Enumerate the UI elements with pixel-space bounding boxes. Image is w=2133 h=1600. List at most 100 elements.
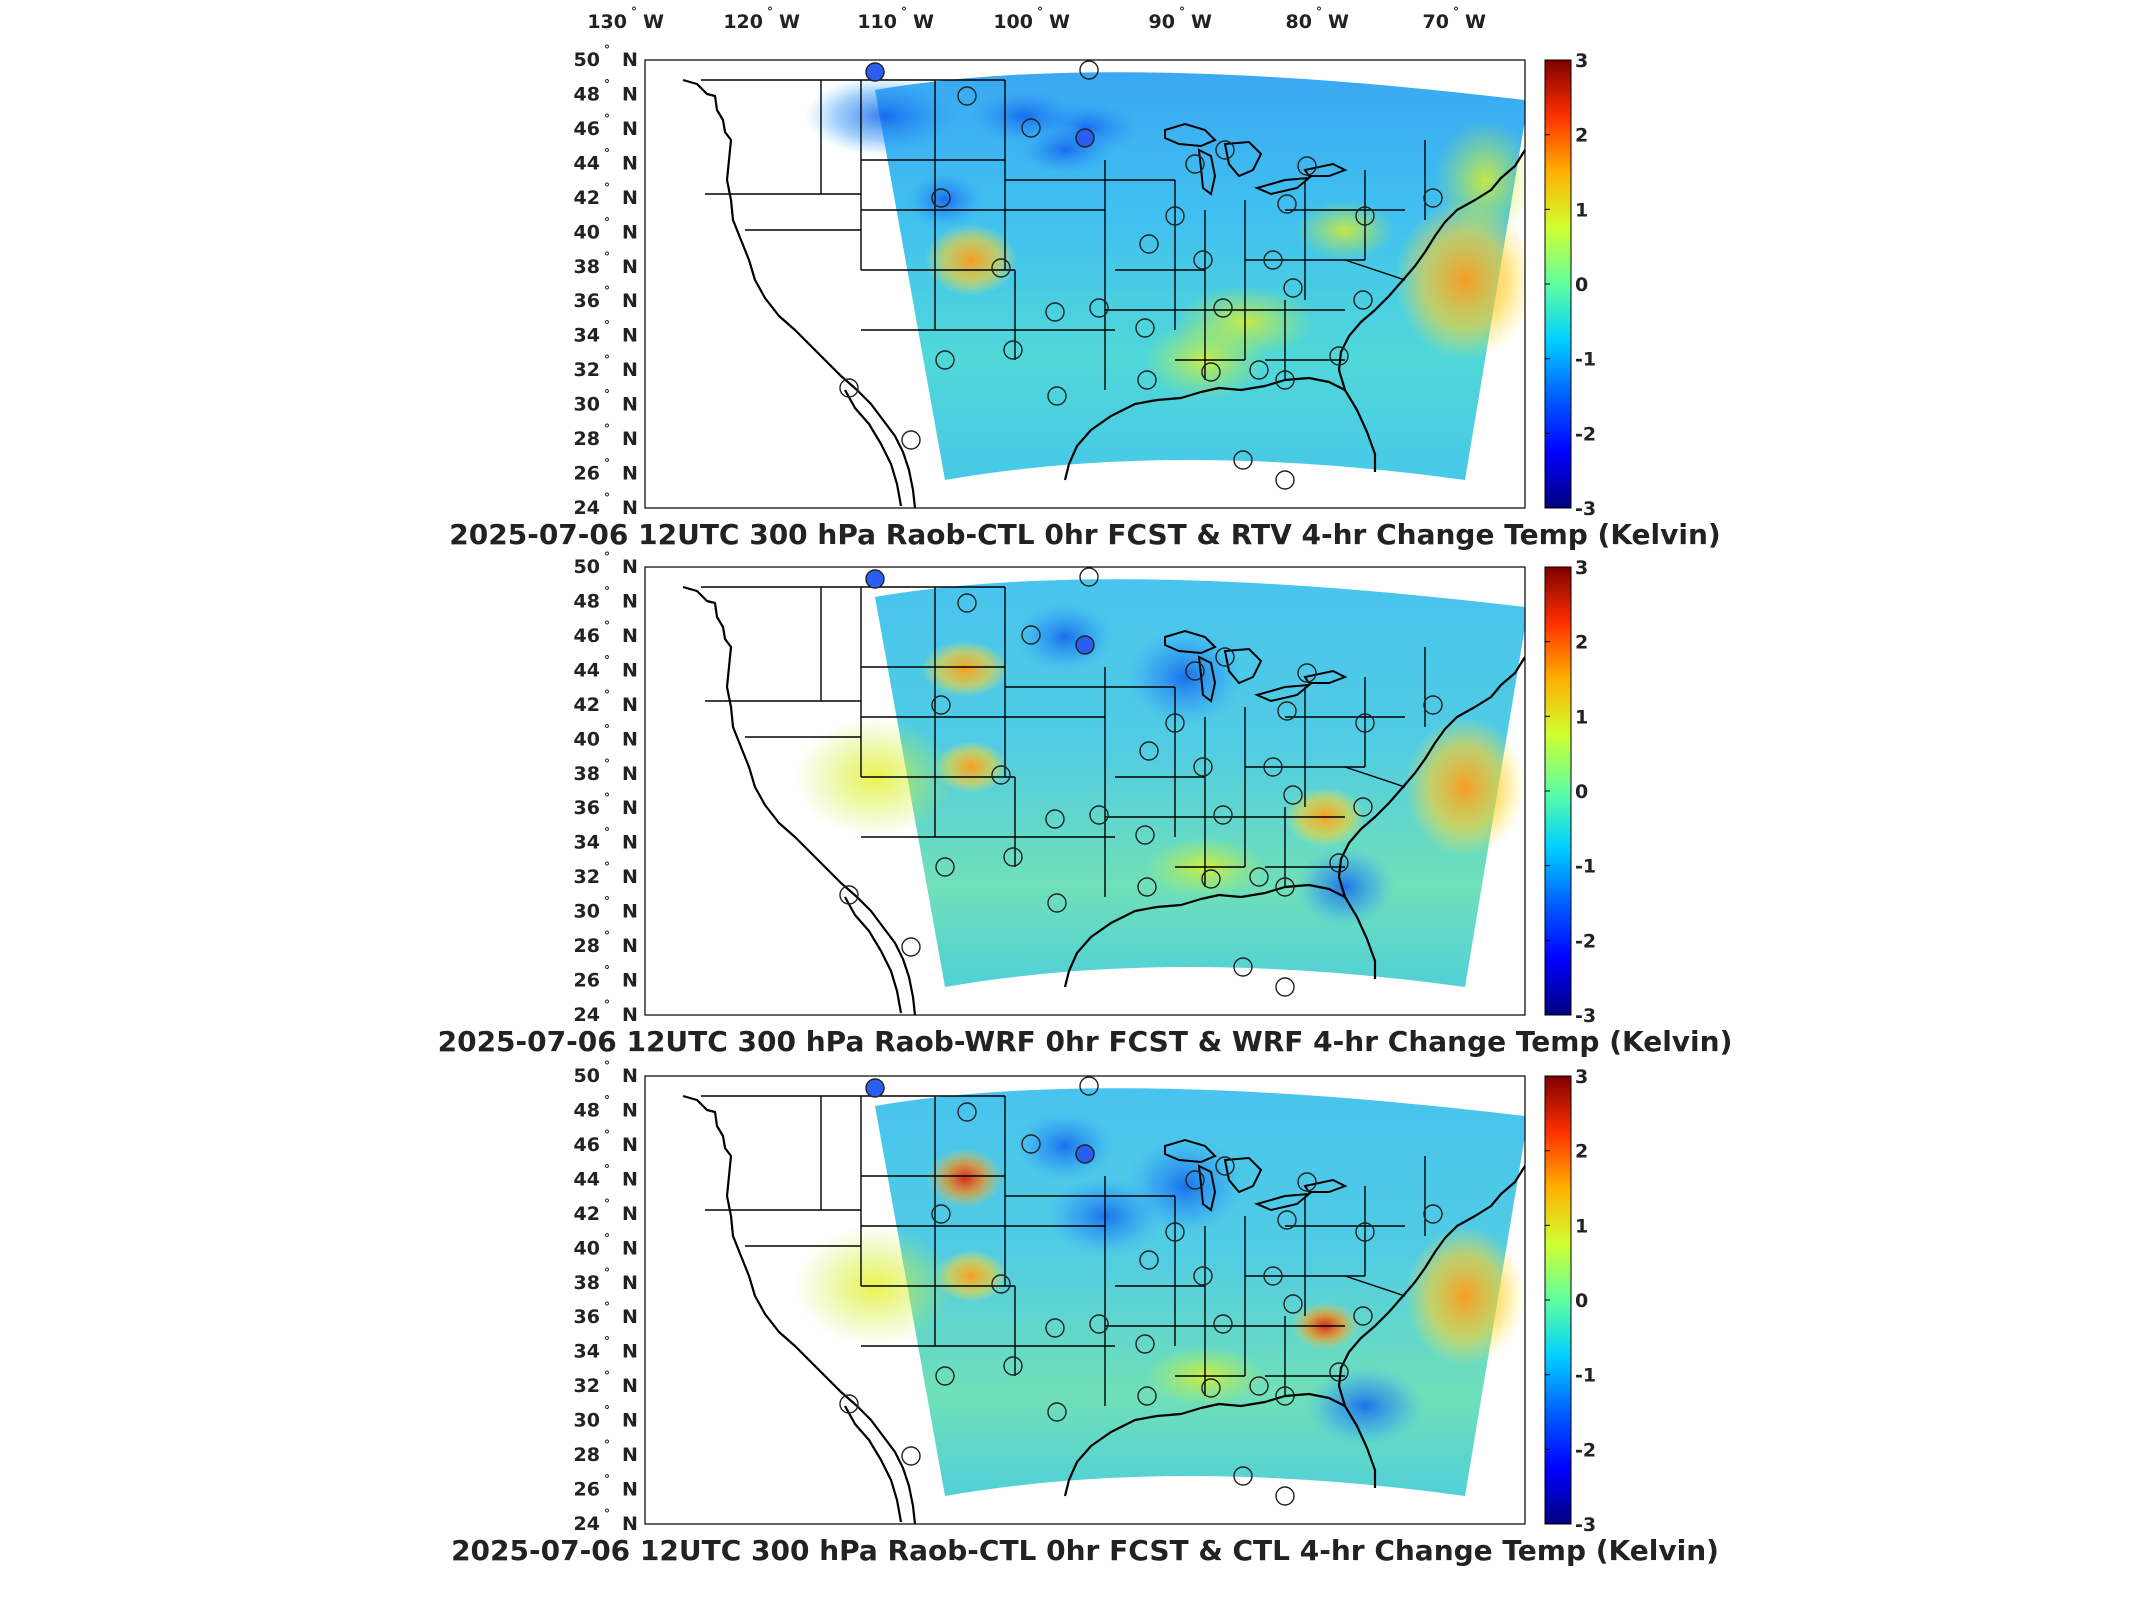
state-border [1344, 766, 1406, 788]
raob-site-marker [1079, 567, 1099, 587]
longitude-label: 100 ° W [993, 5, 1070, 33]
degree-symbol: ° [604, 653, 610, 667]
latitude-direction: N [622, 497, 638, 519]
raob-site-marker [1193, 757, 1213, 777]
raob-site-marker [1089, 1314, 1109, 1334]
raob-site-marker [1423, 1204, 1443, 1224]
latitude-label: 48 ° N [574, 584, 638, 612]
raob-site-marker [1353, 1306, 1373, 1326]
raob-site-marker [1355, 206, 1375, 226]
map-outlines [682, 585, 1525, 1015]
raob-site-marker [935, 857, 955, 877]
degree-symbol: ° [604, 112, 610, 126]
latitude-value: 42 [574, 187, 600, 209]
latitude-value: 44 [574, 152, 600, 174]
latitude-value: 34 [574, 832, 600, 854]
anomaly-patch [1295, 200, 1395, 260]
raob-site-marker [1275, 1386, 1295, 1406]
raob-site-marker [957, 1102, 977, 1122]
latitude-direction: N [622, 901, 638, 923]
latitude-direction: N [622, 1341, 638, 1363]
degree-symbol: ° [604, 146, 610, 160]
colorbar-tick-label: -2 [1575, 930, 1596, 952]
colorbar-tick-label: 3 [1575, 557, 1588, 579]
latitude-value: 32 [574, 866, 600, 888]
latitude-label: 38 ° N [574, 1266, 638, 1294]
degree-symbol: ° [604, 491, 610, 505]
panel-title: 2025-07-06 12UTC 300 hPa Raob-CTL 0hr FC… [451, 1534, 1719, 1567]
degree-symbol: ° [604, 1335, 610, 1349]
latitude-label: 26 ° N [574, 1473, 638, 1501]
longitude-value: 90 [1149, 11, 1175, 33]
latitude-label: 46 ° N [574, 619, 638, 647]
degree-symbol: ° [604, 43, 610, 57]
map-outlines [682, 78, 1525, 508]
degree-symbol: ° [604, 457, 610, 471]
latitude-value: 24 [574, 497, 600, 519]
latitude-direction: N [622, 1203, 638, 1225]
raob-site-marker [1329, 1362, 1349, 1382]
latitude-value: 40 [574, 221, 600, 243]
latitude-label: 36 ° N [574, 791, 638, 819]
degree-symbol: ° [604, 860, 610, 874]
anomaly-patch [921, 641, 1009, 697]
longitude-direction: W [643, 11, 664, 33]
raob-site-marker [1215, 140, 1235, 160]
raob-site-marker [1329, 346, 1349, 366]
longitude-label: 80 ° W [1286, 5, 1349, 33]
latitude-label: 36 ° N [574, 1300, 638, 1328]
east-coastline [1337, 149, 1525, 472]
latitude-value: 32 [574, 359, 600, 381]
raob-sites [839, 60, 1443, 490]
latitude-label: 38 ° N [574, 757, 638, 785]
colorbar-tick-label: 0 [1575, 1290, 1588, 1312]
anomaly-patch [1405, 717, 1525, 857]
raob-site-marker [1283, 1294, 1303, 1314]
map-panel: 50 ° N48 ° N46 ° N44 ° N42 ° N40 ° N38 ° N36 ° N34 ° N32 ° N… [449, 43, 1720, 551]
raob-site-marker [1135, 825, 1155, 845]
baja-coastline [844, 1405, 903, 1523]
panel-title: 2025-07-06 12UTC 300 hPa Raob-WRF 0hr FC… [438, 1025, 1733, 1058]
degree-symbol: ° [604, 77, 610, 91]
raob-site-marker [1165, 713, 1185, 733]
latitude-value: 28 [574, 935, 600, 957]
degree-symbol: ° [604, 791, 610, 805]
latitude-label: 32 ° N [574, 1369, 638, 1397]
raob-site-marker [1353, 797, 1373, 817]
raob-site-marker [1423, 695, 1443, 715]
colorbar-tick-label: 0 [1575, 274, 1588, 296]
latitude-label: 46 ° N [574, 112, 638, 140]
latitude-axis: 50 ° N 48 ° N 46 ° N 44 ° N 42 ° N 40 ° N 38 ° N 36 ° N 34 ° N 32 ° N… [574, 550, 638, 1026]
raob-site-marker [1355, 713, 1375, 733]
degree-symbol: ° [604, 388, 610, 402]
raob-site-marker [1275, 977, 1295, 997]
raob-site-marker [1297, 663, 1317, 683]
latitude-direction: N [622, 1306, 638, 1328]
raob-site-marker [1275, 1486, 1295, 1506]
raob-site-marker [1185, 661, 1205, 681]
latitude-label: 48 ° N [574, 1093, 638, 1121]
anomaly-patch [1015, 124, 1115, 176]
gulf-coastline [1063, 376, 1346, 481]
field-anomalies [805, 76, 1525, 400]
raob-site-marker [1201, 869, 1221, 889]
latitude-direction: N [622, 1004, 638, 1026]
raob-site-marker [1045, 809, 1065, 829]
colorbar-tick-label: 1 [1575, 199, 1588, 221]
raob-site-marker [1355, 1222, 1375, 1242]
latitude-value: 30 [574, 394, 600, 416]
degree-symbol: ° [604, 181, 610, 195]
latitude-direction: N [622, 83, 638, 105]
latitude-label: 38 ° N [574, 250, 638, 278]
great-lake [1223, 140, 1263, 178]
longitude-label: 110 ° W [857, 5, 934, 33]
raob-site-marker [1283, 278, 1303, 298]
raob-site-marker [1079, 1076, 1099, 1096]
latitude-direction: N [622, 1099, 638, 1121]
degree-symbol: ° [604, 1369, 610, 1383]
raob-site-marker [1263, 1266, 1283, 1286]
map-outlines [682, 1094, 1525, 1524]
colorbar-tick-label: -3 [1575, 498, 1596, 520]
latitude-value: 36 [574, 797, 600, 819]
